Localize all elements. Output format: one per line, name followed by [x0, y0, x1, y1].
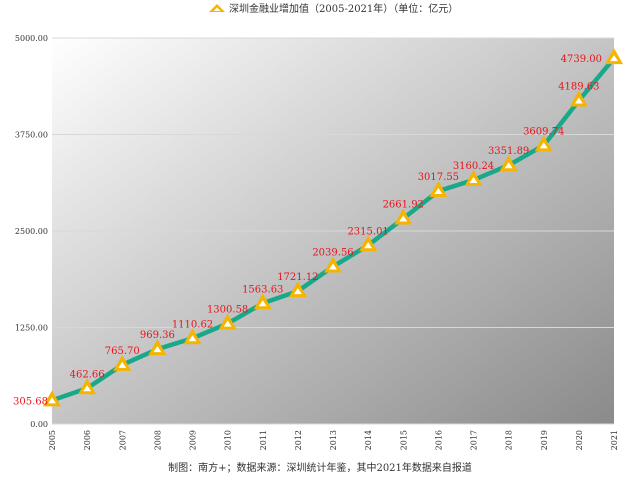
- y-tick-label: 2500.00: [15, 227, 48, 236]
- marker-inner: [329, 263, 337, 270]
- data-point-marker: [569, 90, 588, 107]
- gridlines: [52, 37, 614, 425]
- x-tick-label: 2017: [470, 430, 479, 450]
- data-point-marker: [288, 281, 307, 298]
- x-tick-label: 2015: [399, 430, 408, 450]
- marker-inner: [434, 188, 443, 195]
- data-label: 1300.58: [207, 305, 248, 316]
- x-tick-label: 2008: [153, 430, 162, 450]
- marker-inner: [364, 242, 373, 249]
- data-point-marker: [148, 339, 167, 356]
- axes: 0.00 1250.00 2500.00 3750.00 5000.00 2005 2006…: [15, 34, 619, 450]
- data-label: 305.68: [13, 396, 48, 407]
- x-tick-label: 2019: [540, 430, 549, 450]
- data-point-marker: [534, 135, 553, 152]
- data-label: 1563.63: [242, 284, 283, 295]
- data-label: 765.70: [105, 346, 140, 357]
- marker-inner: [293, 288, 302, 295]
- x-tick-label: 2005: [48, 430, 57, 450]
- marker-inner: [83, 385, 92, 392]
- x-tick-label: 2018: [505, 430, 514, 450]
- marker-inner: [153, 346, 162, 353]
- data-point-marker: [78, 378, 97, 395]
- marker-inner: [539, 142, 548, 149]
- marker-inner: [574, 97, 583, 104]
- data-point-marker: [183, 328, 202, 345]
- x-tick-label: 2021: [610, 430, 619, 450]
- x-tick-label: 2020: [575, 430, 584, 450]
- marker-inner: [504, 162, 513, 169]
- data-label: 3609.74: [523, 126, 564, 137]
- data-point-marker: [499, 155, 518, 172]
- marker-inner: [469, 177, 478, 184]
- data-label: 3017.55: [418, 172, 459, 183]
- data-point-marker: [359, 235, 378, 252]
- data-point-marker: [113, 354, 132, 371]
- source-note: 制图：南方+；数据来源：深圳统计年鉴，其中2021年数据来自报道: [168, 461, 472, 474]
- legend: 深圳金融业增加值（2005-2021年）（单位：亿元）: [209, 2, 458, 15]
- data-label: 969.36: [140, 330, 175, 341]
- data-label: 1721.12: [277, 272, 318, 283]
- data-label: 2661.92: [383, 199, 424, 210]
- data-point-marker: [253, 293, 272, 310]
- data-point-marker: [464, 170, 483, 187]
- marker-inner: [48, 397, 56, 404]
- x-tick-label: 2012: [294, 430, 303, 450]
- x-tick-label: 2006: [83, 430, 92, 450]
- data-label: 462.66: [70, 369, 105, 380]
- marker-inner: [610, 55, 618, 62]
- x-tick-label: 2016: [434, 430, 443, 450]
- data-point-marker: [43, 390, 61, 407]
- series-layer: [43, 48, 623, 407]
- data-point-marker: [324, 256, 342, 273]
- x-tick-label: 2013: [329, 430, 338, 450]
- x-tick-label: 2010: [224, 430, 233, 450]
- y-tick-label: 1250.00: [15, 324, 48, 333]
- data-point-marker: [218, 313, 237, 330]
- marker-inner: [223, 320, 232, 327]
- x-tick-label: 2011: [259, 430, 268, 450]
- y-tick-label: 0.00: [30, 420, 48, 429]
- legend-marker-icon: [209, 4, 225, 12]
- data-label: 4739.00: [561, 54, 602, 65]
- x-tick-label: 2009: [189, 430, 198, 450]
- data-point-marker: [394, 208, 413, 225]
- data-label: 4189.63: [558, 82, 599, 93]
- data-label: 1110.62: [172, 319, 213, 330]
- data-label: 2039.56: [312, 248, 353, 259]
- data-point-marker: [429, 181, 448, 198]
- data-point-marker: [605, 48, 623, 65]
- marker-inner: [258, 300, 267, 307]
- x-tick-label: 2007: [118, 430, 127, 450]
- marker-inner: [188, 335, 197, 342]
- data-label: 3351.89: [488, 146, 529, 157]
- data-label: 2315.01: [347, 226, 388, 237]
- marker-inner: [118, 361, 127, 368]
- y-tick-label: 3750.00: [15, 131, 48, 140]
- y-tick-label: 5000.00: [15, 34, 48, 43]
- data-label: 3160.24: [453, 161, 494, 172]
- x-tick-label: 2014: [364, 430, 373, 450]
- legend-label: 深圳金融业增加值（2005-2021年）（单位：亿元）: [229, 2, 458, 15]
- marker-inner: [399, 215, 408, 222]
